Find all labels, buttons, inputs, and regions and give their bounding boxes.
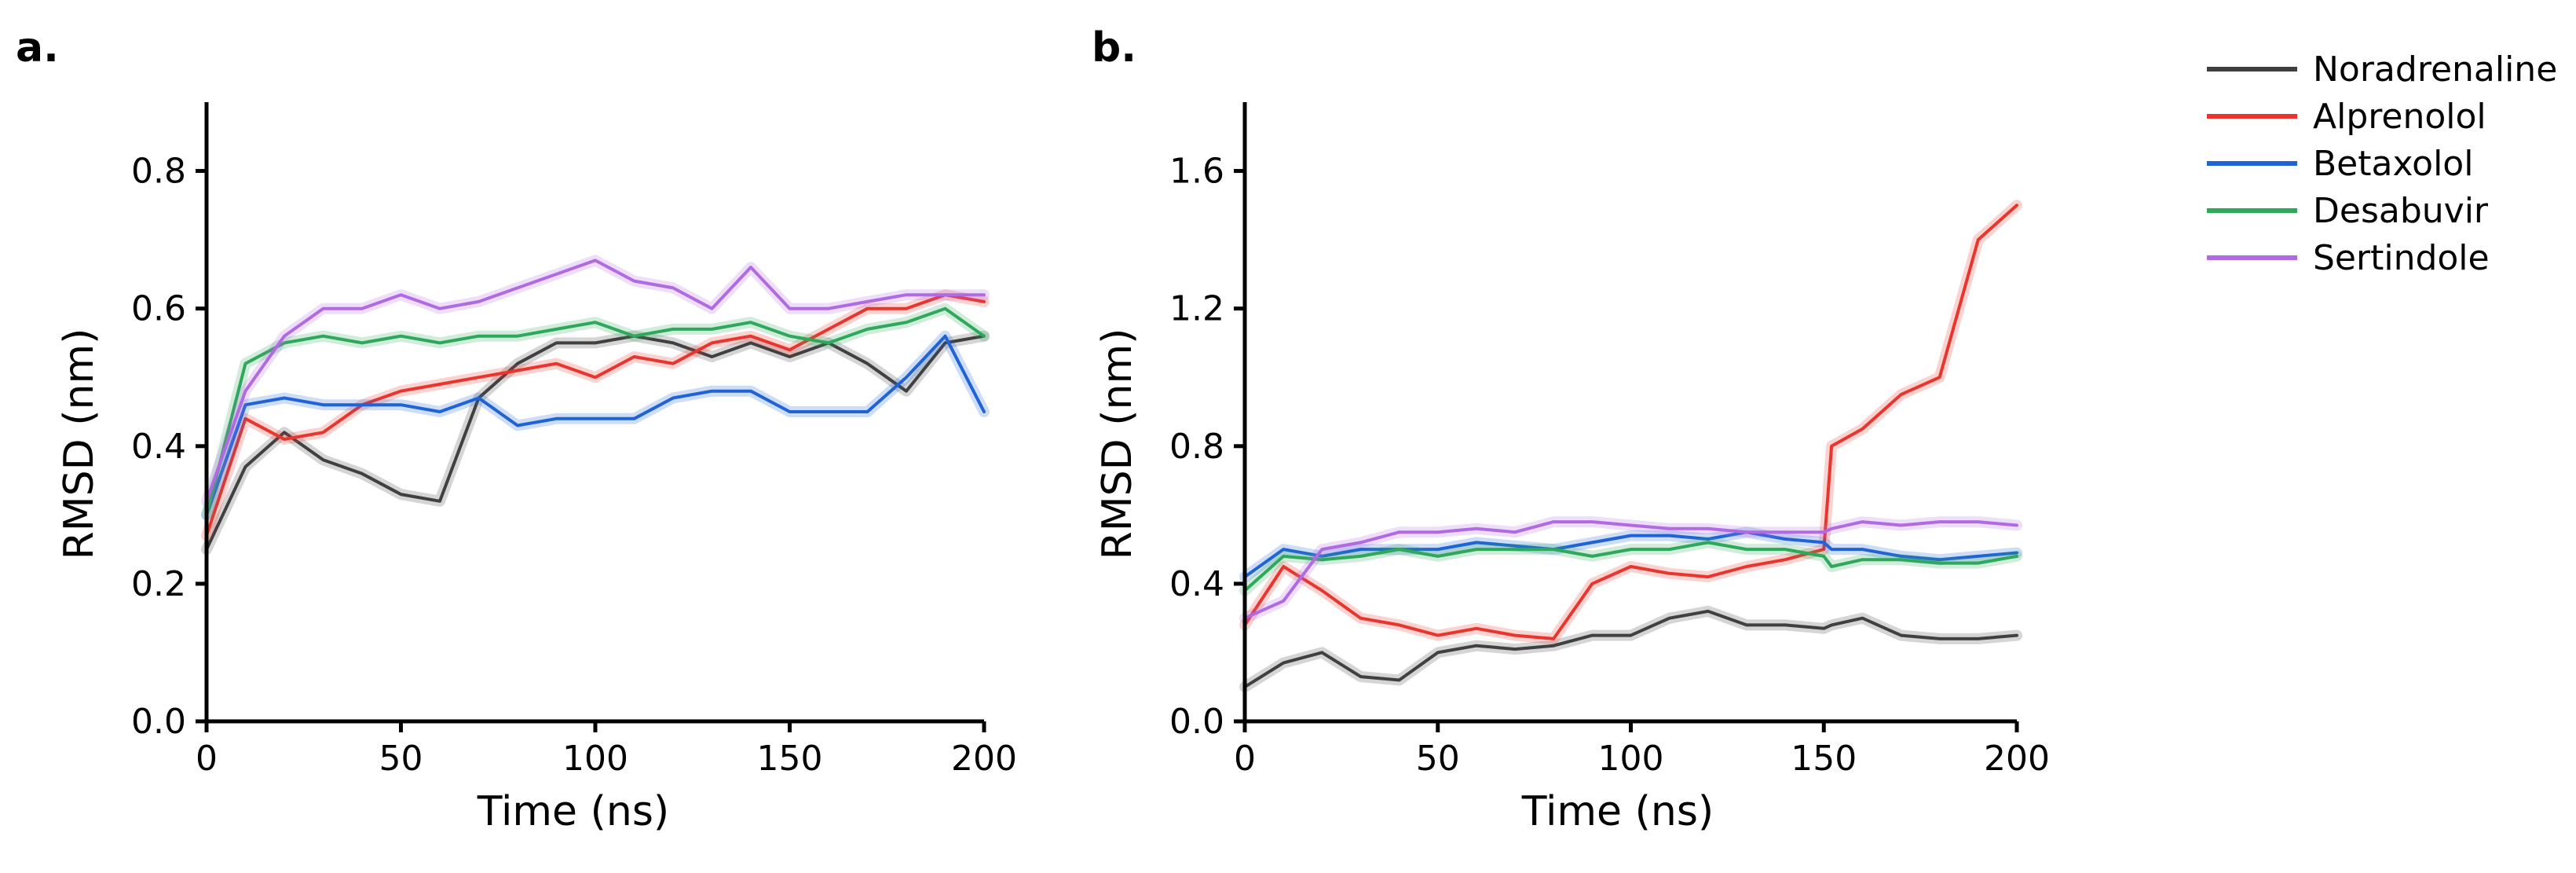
panel-a-ticks: 0 50 100 150 200 0.0 0.2 0.4 0.6 0.8	[131, 152, 1017, 779]
legend-item-betaxolol: Betaxolol	[2207, 144, 2473, 184]
panel-b-series	[1239, 200, 2022, 693]
panel-a-x-tick-label: 0	[196, 739, 218, 779]
panel-b-series-alprenolol	[1243, 204, 2018, 640]
panel-b-ticks: 0 50 100 150 200 0.0 0.4 0.8 1.2 1.6	[1169, 152, 2050, 779]
legend-item-noradrenaline: Noradrenaline	[2207, 50, 2557, 90]
legend-label: Sertindole	[2313, 238, 2490, 278]
legend-item-sertindole: Sertindole	[2207, 238, 2490, 278]
legend-label: Alprenolol	[2313, 97, 2486, 137]
legend-item-desabuvir: Desabuvir	[2207, 191, 2489, 231]
panel-a-xlabel: Time (ns)	[477, 788, 669, 835]
panel-b-x-tick-label: 200	[1984, 739, 2050, 779]
legend: Noradrenaline Alprenolol Betaxolol Desab…	[2207, 50, 2557, 278]
panel-a-y-tick-label: 0.2	[131, 564, 186, 604]
panel-b-ylabel: RMSD (nm)	[1094, 328, 1141, 560]
panel-b-y-tick-label: 0.0	[1169, 702, 1224, 742]
panel-a-y-tick-label: 0.8	[131, 152, 186, 192]
panel-a-x-tick-label: 150	[757, 739, 823, 779]
panel-a-x-tick-label: 200	[951, 739, 1017, 779]
panel-a-series-noradrenaline-band	[201, 330, 990, 556]
panel-a-series-betaxolol	[205, 334, 986, 517]
panel-a-label: a.	[16, 24, 59, 72]
panel-a-y-tick-label: 0.0	[131, 702, 186, 742]
panel-a-series-noradrenaline	[205, 334, 986, 552]
panel-a-x-tick-label: 50	[379, 739, 423, 779]
panel-a-series-desabuvir	[205, 306, 986, 517]
panel-a-y-tick-label: 0.6	[131, 289, 186, 329]
panel-a-series-sertindole	[205, 259, 986, 503]
panel-b-x-tick-label: 100	[1598, 739, 1664, 779]
panel-a-series-alprenolol	[205, 293, 986, 537]
panel-b-series-desabuvir	[1243, 541, 2018, 592]
panel-a-series	[201, 255, 990, 556]
panel-b-y-tick-label: 1.6	[1169, 152, 1224, 192]
panel-b-y-tick-label: 0.8	[1169, 427, 1224, 467]
legend-label: Betaxolol	[2313, 144, 2473, 184]
panel-b: b. RMSD (nm) Time (ns) 0 50 100 150 200 0.0 0.…	[1092, 24, 2050, 835]
panel-b-x-tick-label: 0	[1234, 739, 1256, 779]
panel-b-xlabel: Time (ns)	[1521, 788, 1714, 835]
panel-a-x-tick-label: 100	[562, 739, 628, 779]
panel-b-series-sertindole	[1243, 520, 2018, 620]
panel-b-series-noradrenaline	[1243, 609, 2018, 689]
panel-b-series-alprenolol-band	[1239, 200, 2022, 644]
panel-a-ylabel: RMSD (nm)	[56, 328, 103, 560]
panel-b-x-tick-label: 150	[1791, 739, 1857, 779]
legend-label: Desabuvir	[2313, 191, 2489, 231]
panel-a-y-tick-label: 0.4	[131, 427, 186, 467]
panel-b-x-tick-label: 50	[1416, 739, 1460, 779]
panel-b-y-tick-label: 1.2	[1169, 289, 1224, 329]
panel-a: a. RMSD (nm) Time (ns) 0 50 100 150 200 0.0 0.…	[16, 24, 1017, 835]
panel-b-label: b.	[1092, 24, 1136, 72]
panel-b-series-betaxolol	[1243, 530, 2018, 579]
legend-label: Noradrenaline	[2313, 50, 2557, 90]
legend-item-alprenolol: Alprenolol	[2207, 97, 2486, 137]
panel-b-y-tick-label: 0.4	[1169, 564, 1224, 604]
